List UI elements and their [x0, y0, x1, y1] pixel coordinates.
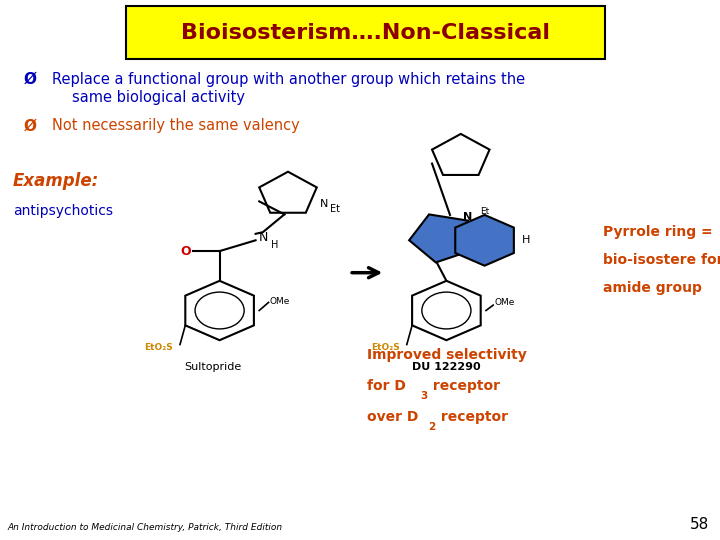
- Text: over D: over D: [367, 410, 418, 424]
- Text: An Introduction to Medicinal Chemistry, Patrick, Third Edition: An Introduction to Medicinal Chemistry, …: [7, 523, 282, 532]
- Text: OMe: OMe: [495, 298, 515, 307]
- Text: bio-isostere for: bio-isostere for: [603, 253, 720, 267]
- FancyBboxPatch shape: [126, 6, 605, 59]
- Text: receptor: receptor: [428, 379, 500, 393]
- Text: 2: 2: [428, 422, 436, 432]
- Text: Replace a functional group with another group which retains the: Replace a functional group with another …: [52, 72, 525, 87]
- Text: Sultopride: Sultopride: [184, 362, 241, 372]
- Polygon shape: [409, 214, 472, 262]
- Text: DU 122290: DU 122290: [412, 362, 481, 372]
- Text: antipsychotics: antipsychotics: [13, 204, 113, 218]
- Text: receptor: receptor: [436, 410, 508, 424]
- Text: H: H: [522, 235, 531, 245]
- Text: Ø: Ø: [24, 72, 37, 87]
- Text: Bioisosterism….Non-Classical: Bioisosterism….Non-Classical: [181, 23, 550, 43]
- Text: Et: Et: [330, 204, 340, 214]
- Text: N: N: [320, 199, 329, 208]
- Text: Not necessarily the same valency: Not necessarily the same valency: [52, 118, 300, 133]
- Text: same biological activity: same biological activity: [72, 90, 245, 105]
- Text: OMe: OMe: [270, 297, 290, 306]
- Text: Ø: Ø: [24, 118, 37, 133]
- Text: N: N: [259, 231, 269, 244]
- Text: amide group: amide group: [603, 281, 702, 295]
- Text: 58: 58: [690, 517, 709, 532]
- Text: EtO₂S: EtO₂S: [371, 343, 400, 352]
- Text: H: H: [271, 240, 279, 249]
- Text: for D: for D: [367, 379, 406, 393]
- Text: Et: Et: [480, 207, 490, 216]
- Text: Example:: Example:: [13, 172, 99, 190]
- Text: O: O: [180, 245, 191, 258]
- Text: EtO₂S: EtO₂S: [144, 343, 173, 352]
- Polygon shape: [455, 215, 514, 266]
- Text: Pyrrole ring =: Pyrrole ring =: [603, 225, 713, 239]
- Text: N: N: [464, 212, 472, 222]
- Text: 3: 3: [420, 391, 428, 401]
- Text: Improved selectivity: Improved selectivity: [367, 348, 527, 362]
